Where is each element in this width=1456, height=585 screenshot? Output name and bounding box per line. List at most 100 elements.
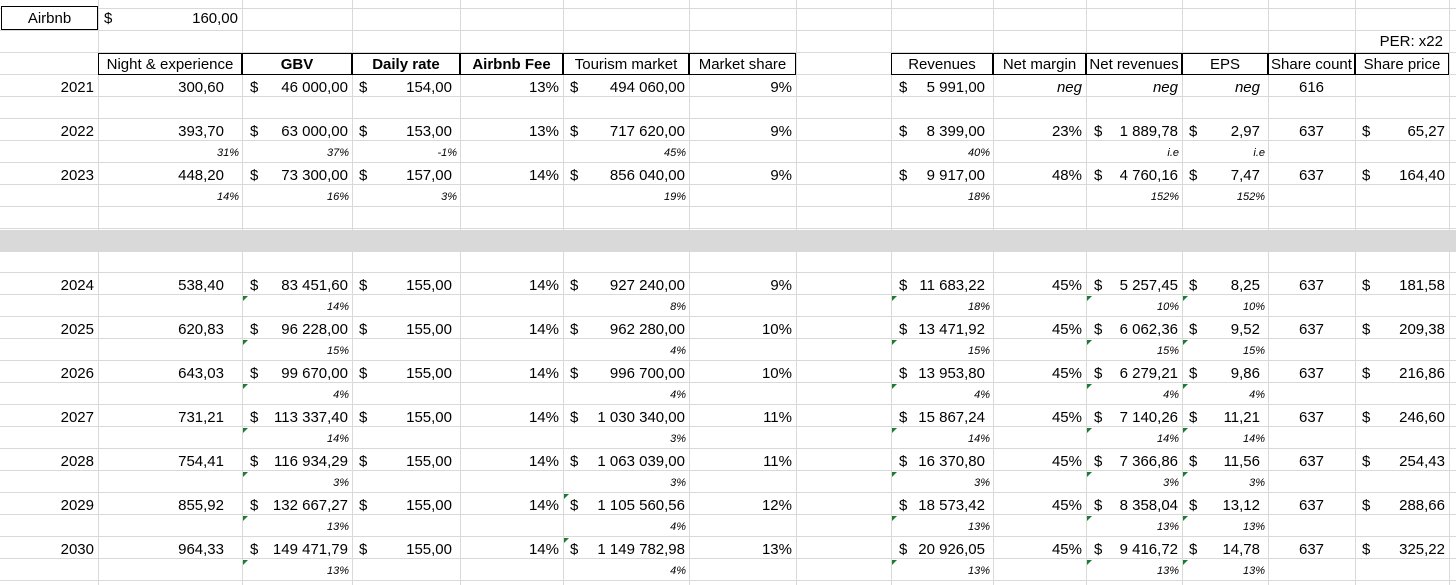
nights-growth-cell[interactable]: 14% [216,190,239,203]
daily-rate-cell[interactable]: 155,00 [406,364,452,382]
nights-cell[interactable]: 538,40 [178,276,224,294]
tourism-market-cell[interactable]: 1 063 039,00 [597,452,685,470]
gbv-growth-cell[interactable]: 14% [326,432,349,445]
year-cell[interactable]: 2028 [60,452,94,470]
gbv-cell[interactable]: 99 670,00 [281,364,348,382]
header-gbv[interactable]: GBV [242,53,352,75]
share-count-cell[interactable]: 637 [1298,276,1325,294]
share-count-cell[interactable]: 637 [1298,166,1325,184]
header-share-count[interactable]: Share count [1268,53,1355,75]
share-price-cell[interactable] [1355,76,1449,98]
market-share-cell[interactable]: 12% [761,496,792,514]
gbv-growth-cell[interactable]: 4% [333,388,349,401]
eps-cell[interactable]: 11,56 [1223,452,1260,470]
header-market-share[interactable]: Market share [689,53,796,75]
tourism-growth-cell[interactable] [563,98,689,120]
net-revenues-cell[interactable]: 1 889,78 [1119,122,1178,140]
tourism-market-cell[interactable]: 1 149 782,98 [597,540,685,558]
gbv-cell[interactable]: 116 934,29 [274,452,348,470]
year-cell[interactable]: 2026 [60,364,94,382]
net-margin-cell[interactable]: 45% [1051,276,1082,294]
airbnb-fee-cell[interactable]: 14% [528,364,559,382]
airbnb-fee-cell[interactable]: 14% [528,166,559,184]
revenues-growth-cell[interactable]: 4% [974,388,990,401]
share-price-cell[interactable]: 164,40 [1399,166,1445,184]
daily-rate-cell[interactable]: 154,00 [406,78,452,96]
daily-rate-growth-cell[interactable] [352,560,460,582]
daily-rate-cell[interactable]: 155,00 [406,320,452,338]
net-revenues-cell[interactable]: 7 140,26 [1119,408,1178,426]
net-revenues-growth-cell[interactable] [1086,98,1182,120]
revenues-growth-cell[interactable]: 3% [974,476,990,489]
net-revenues-cell[interactable]: 9 416,72 [1119,540,1178,558]
nights-cell[interactable]: 393,70 [178,122,224,140]
share-price-cell[interactable]: 325,22 [1399,540,1445,558]
gbv-cell[interactable]: 63 000,00 [281,122,348,140]
revenues-cell[interactable]: 18 573,42 [918,496,985,514]
nights-growth-cell[interactable] [98,296,242,318]
header-airbnb-fee[interactable]: Airbnb Fee [460,53,563,75]
daily-rate-growth-cell[interactable] [352,516,460,538]
net-revenues-growth-cell[interactable]: 3% [1163,476,1179,489]
net-revenues-cell[interactable]: 7 366,86 [1119,452,1178,470]
year-cell[interactable]: 2021 [60,78,94,96]
eps-growth-cell[interactable]: i.e [1253,146,1265,159]
airbnb-fee-cell[interactable]: 13% [528,122,559,140]
share-price-cell[interactable]: 254,43 [1399,452,1445,470]
gbv-cell[interactable]: 132 667,27 [272,496,348,514]
revenues-cell[interactable]: 13 953,80 [918,364,985,382]
tourism-market-cell[interactable]: 717 620,00 [609,122,685,140]
net-revenues-cell[interactable]: 6 062,36 [1119,320,1178,338]
market-share-cell[interactable]: 10% [761,320,792,338]
airbnb-fee-cell[interactable]: 14% [528,408,559,426]
revenues-cell[interactable]: 15 867,24 [918,408,985,426]
nights-growth-cell[interactable] [98,340,242,362]
daily-rate-cell[interactable]: 155,00 [406,496,452,514]
revenues-cell[interactable]: 16 370,80 [918,452,985,470]
gbv-cell[interactable]: 83 451,60 [281,276,348,294]
eps-cell[interactable]: 13,12 [1222,496,1260,514]
share-price-cell[interactable]: 181,58 [1399,276,1445,294]
net-revenues-cell[interactable]: 5 257,45 [1119,276,1178,294]
share-count-cell[interactable]: 637 [1298,408,1325,426]
header-nights[interactable]: Night & experience [98,53,242,75]
net-revenues-growth-cell[interactable]: 14% [1156,432,1179,445]
tourism-market-cell[interactable]: 494 060,00 [609,78,685,96]
net-margin-cell[interactable]: 45% [1051,540,1082,558]
daily-rate-growth-cell[interactable]: 3% [441,190,457,203]
nights-cell[interactable]: 448,20 [178,166,224,184]
nights-cell[interactable]: 620,83 [178,320,224,338]
daily-rate-growth-cell[interactable] [352,340,460,362]
nights-cell[interactable]: 964,33 [178,540,224,558]
net-revenues-growth-cell[interactable]: 13% [1156,520,1179,533]
tourism-market-cell[interactable]: 962 280,00 [609,320,685,338]
tourism-growth-cell[interactable]: 4% [670,388,686,401]
eps-cell[interactable]: 8,25 [1230,276,1260,294]
nights-growth-cell[interactable] [98,472,242,494]
daily-rate-growth-cell[interactable] [352,296,460,318]
share-count-cell[interactable]: 637 [1298,540,1325,558]
net-revenues-growth-cell[interactable]: 13% [1156,564,1179,577]
daily-rate-growth-cell[interactable] [352,428,460,450]
net-revenues-cell[interactable]: neg [1152,78,1178,96]
eps-growth-cell[interactable]: 4% [1249,388,1265,401]
revenues-cell[interactable]: 5 991,00 [926,78,985,96]
gbv-growth-cell[interactable]: 13% [326,520,349,533]
share-price-cell[interactable]: 209,38 [1399,320,1445,338]
net-revenues-growth-cell[interactable]: 10% [1156,300,1179,313]
eps-growth-cell[interactable]: 15% [1242,344,1265,357]
net-margin-cell[interactable]: 45% [1051,364,1082,382]
market-share-cell[interactable]: 11% [763,408,792,426]
market-share-cell[interactable]: 9% [770,166,792,184]
header-net-margin[interactable]: Net margin [993,53,1086,75]
eps-cell[interactable]: neg [1234,78,1260,96]
airbnb-fee-cell[interactable]: 13% [528,78,559,96]
eps-cell[interactable]: 11,21 [1223,408,1260,426]
year-cell[interactable]: 2022 [60,122,94,140]
tourism-growth-cell[interactable]: 3% [670,432,686,445]
nights-growth-cell[interactable] [98,516,242,538]
daily-rate-growth-cell[interactable] [352,472,460,494]
airbnb-fee-cell[interactable]: 14% [528,540,559,558]
eps-cell[interactable]: 7,47 [1230,166,1260,184]
revenues-growth-cell[interactable]: 15% [967,344,990,357]
